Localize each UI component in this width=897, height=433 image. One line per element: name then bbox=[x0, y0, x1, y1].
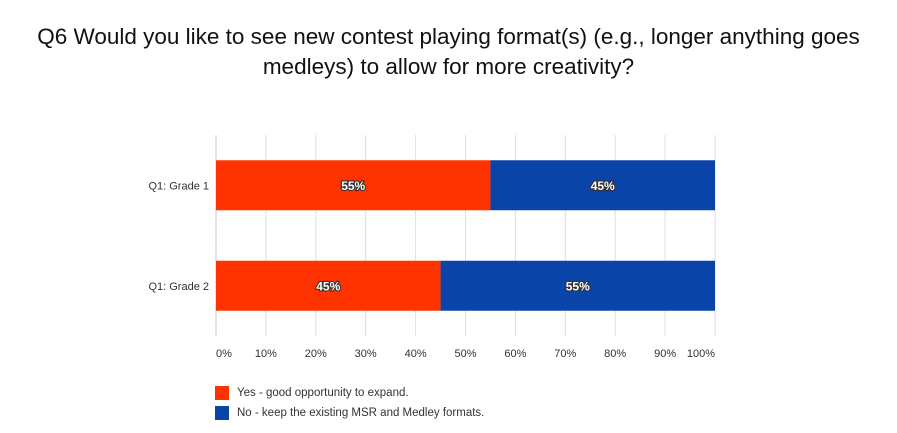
legend-item-yes: Yes - good opportunity to expand. bbox=[215, 383, 484, 403]
legend-swatch-no bbox=[215, 406, 229, 420]
bar-segment bbox=[216, 260, 441, 311]
legend-label-no: No - keep the existing MSR and Medley fo… bbox=[237, 407, 485, 419]
x-tick-label: 70% bbox=[554, 348, 576, 360]
x-tick-label: 60% bbox=[504, 348, 526, 360]
x-tick-label: 10% bbox=[255, 348, 277, 360]
chart-title-line-2: medleys) to allow for more creativity? bbox=[262, 54, 635, 79]
x-tick-label: 30% bbox=[355, 348, 377, 360]
x-tick-label: 40% bbox=[405, 348, 427, 360]
bars bbox=[216, 160, 715, 311]
data-label: 45% bbox=[591, 179, 615, 193]
category-labels: Q1: Grade 1 Q1: Grade 2 bbox=[148, 180, 209, 293]
data-labels: 55% 45% 45% 55% bbox=[315, 178, 616, 295]
data-label: 55% bbox=[566, 279, 590, 293]
bar-segment bbox=[216, 160, 491, 211]
x-tick-label: 20% bbox=[305, 348, 327, 360]
category-label: Q1: Grade 2 bbox=[148, 281, 209, 293]
x-tick-label: 80% bbox=[604, 348, 626, 360]
data-label: 55% bbox=[341, 179, 365, 193]
category-label: Q1: Grade 1 bbox=[148, 180, 209, 192]
legend-item-no: No - keep the existing MSR and Medley fo… bbox=[215, 403, 484, 423]
x-tick-labels: 0% 10% 20% 30% 40% 50% 60% 70% 80% 90% 100% bbox=[216, 348, 715, 360]
legend-swatch-yes bbox=[215, 386, 229, 400]
chart-title: Q6 Would you like to see new contest pla… bbox=[0, 22, 897, 82]
bar-segment bbox=[440, 260, 715, 311]
x-tick-label: 90% bbox=[654, 348, 676, 360]
chart-title-line-1: Q6 Would you like to see new contest pla… bbox=[37, 24, 860, 49]
legend: Yes - good opportunity to expand. No - k… bbox=[215, 383, 484, 423]
bar-segment bbox=[490, 160, 715, 211]
legend-label-yes: Yes - good opportunity to expand. bbox=[237, 387, 409, 399]
x-tick-label: 50% bbox=[454, 348, 476, 360]
x-tick-label: 100% bbox=[687, 348, 715, 360]
data-label: 45% bbox=[316, 279, 340, 293]
x-tick-label: 0% bbox=[216, 348, 232, 360]
